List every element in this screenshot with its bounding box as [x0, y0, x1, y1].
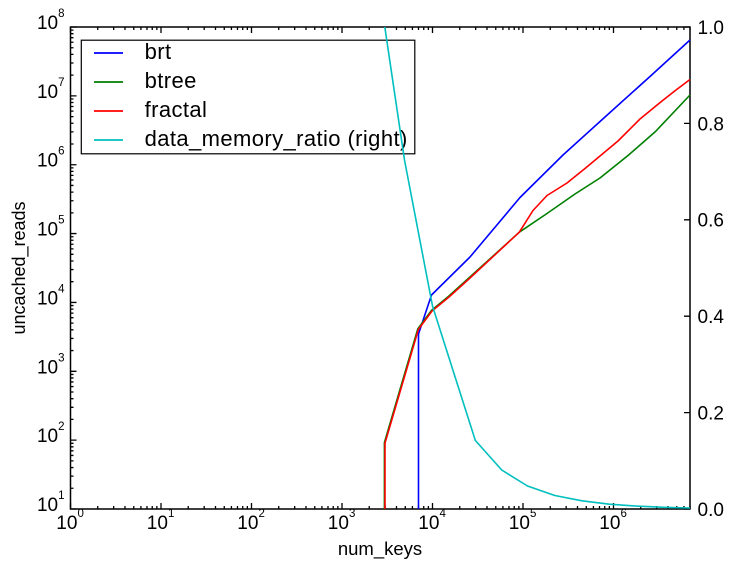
- svg-text:0.6: 0.6: [698, 211, 724, 232]
- svg-text:num_keys: num_keys: [338, 538, 422, 560]
- svg-text:fractal: fractal: [145, 97, 208, 122]
- svg-text:0.2: 0.2: [698, 404, 724, 425]
- svg-text:data_memory_ratio (right): data_memory_ratio (right): [145, 126, 408, 151]
- svg-text:btree: btree: [145, 68, 197, 93]
- svg-text:brt: brt: [145, 39, 172, 64]
- svg-text:0.4: 0.4: [698, 307, 725, 328]
- svg-text:1.0: 1.0: [698, 18, 724, 39]
- svg-text:0.0: 0.0: [698, 500, 724, 521]
- svg-text:uncached_reads: uncached_reads: [9, 201, 30, 334]
- svg-text:0.8: 0.8: [698, 114, 724, 135]
